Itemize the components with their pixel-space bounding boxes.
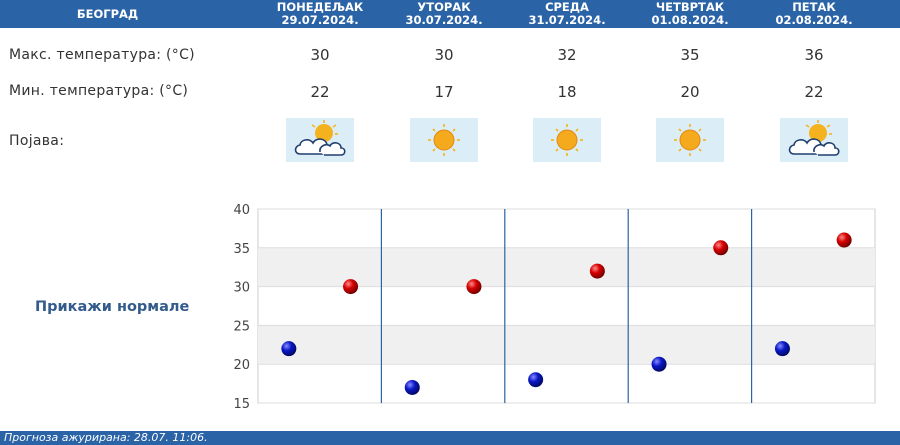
min-temp-point	[651, 356, 667, 372]
max-temp-value: 35	[680, 46, 700, 64]
max-temp-value: 36	[804, 46, 824, 64]
y-tick-label: 35	[233, 242, 250, 257]
min-temp-value: 22	[310, 83, 330, 101]
day-date: 02.08.2024.	[775, 13, 853, 27]
update-timestamp: Прогноза ажурирана: 28.07. 11:06.	[4, 431, 208, 444]
day-date: 30.07.2024.	[405, 13, 483, 27]
day-header-4: ЧЕТВРТАК 01.08.2024.	[626, 0, 754, 29]
min-temp-value: 18	[557, 83, 577, 101]
y-tick-label: 30	[233, 281, 250, 296]
sun-icon	[410, 118, 478, 162]
day-header-2: УТОРАК 30.07.2024.	[380, 0, 508, 29]
day-header-3: СРЕДА 31.07.2024.	[503, 0, 631, 29]
sun-icon	[656, 118, 724, 162]
show-normals-button[interactable]: Прикажи нормале	[35, 299, 190, 315]
header-bar: БЕОГРАД ПОНЕДЕЉАК 29.07.2024. УТОРАК 30.…	[0, 0, 900, 28]
min-temp-point	[528, 372, 544, 388]
day-date: 01.08.2024.	[651, 13, 729, 27]
min-temp-value: 20	[680, 83, 700, 101]
day-name: ПЕТАК	[792, 0, 836, 14]
min-temp-label: Мин. температура: (°C)	[9, 83, 189, 99]
max-temp-point	[466, 279, 482, 295]
day-date: 29.07.2024.	[281, 13, 359, 27]
min-temp-value: 22	[804, 83, 824, 101]
min-temp-point	[404, 379, 420, 395]
day-header-1: ПОНЕДЕЉАК 29.07.2024.	[256, 0, 384, 29]
y-tick-label: 20	[233, 358, 250, 373]
max-temp-value: 30	[310, 46, 330, 64]
partly-cloudy-icon	[780, 118, 848, 162]
y-tick-label: 40	[233, 203, 250, 218]
max-temp-value: 30	[434, 46, 454, 64]
day-header-5: ПЕТАК 02.08.2024.	[750, 0, 878, 29]
day-name: УТОРАК	[417, 0, 471, 14]
max-temp-value: 32	[557, 46, 577, 64]
max-temp-point	[836, 232, 852, 248]
day-date: 31.07.2024.	[528, 13, 606, 27]
max-temp-point	[713, 240, 729, 256]
max-temp-point	[589, 263, 605, 279]
temperature-chart: 15 20 25 30 35 40	[233, 203, 876, 412]
day-name: ЧЕТВРТАК	[655, 0, 725, 14]
partly-cloudy-icon	[286, 118, 354, 162]
sun-icon	[533, 118, 601, 162]
min-temp-value: 17	[434, 83, 454, 101]
grid-band	[258, 325, 875, 365]
y-tick-label: 15	[233, 397, 250, 412]
max-temp-point	[343, 279, 359, 295]
day-name: ПОНЕДЕЉАК	[276, 0, 364, 14]
min-temp-point	[281, 341, 297, 357]
city-name: БЕОГРАД	[76, 7, 139, 21]
footer-bar: Прогноза ажурирана: 28.07. 11:06.	[0, 431, 900, 445]
phenomenon-label: Појава:	[9, 133, 65, 149]
plot-area	[257, 208, 876, 404]
y-tick-label: 25	[233, 319, 250, 334]
max-temp-label: Макс. температура: (°C)	[9, 47, 195, 63]
day-name: СРЕДА	[545, 0, 589, 14]
min-temp-point	[774, 341, 790, 357]
grid-band	[258, 247, 875, 287]
